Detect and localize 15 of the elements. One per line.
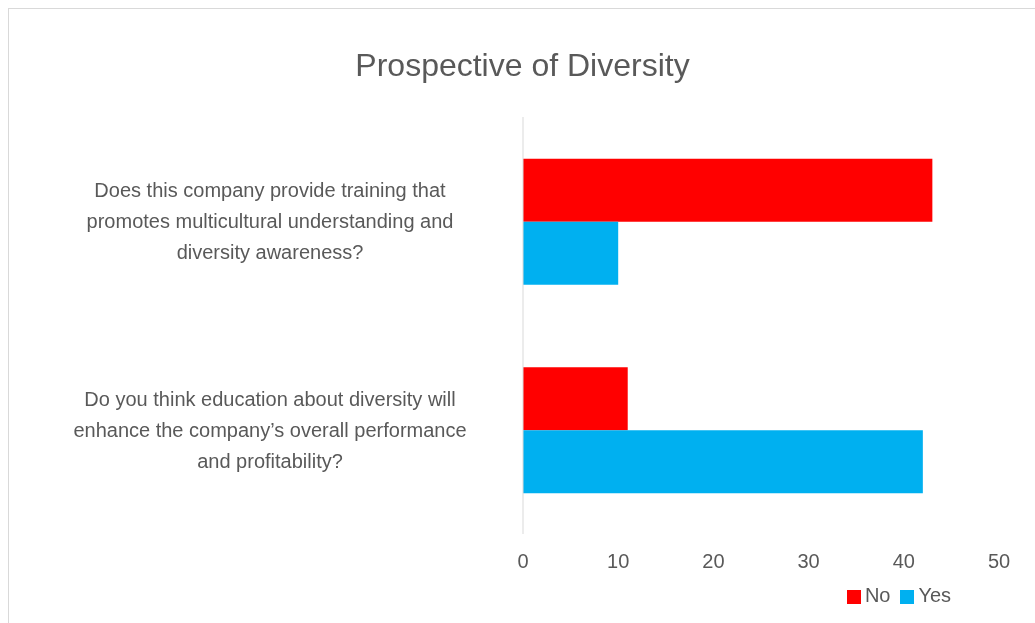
x-tick-label: 50 — [987, 550, 1011, 573]
x-tick-label: 10 — [607, 550, 630, 573]
x-tick-label: 30 — [797, 550, 820, 573]
chart-title: Prospective of Diversity — [354, 47, 691, 85]
legend-label: No — [864, 584, 891, 606]
y-tick-label: Does this company provide training that promotes multicultural understanding and diversity awareness? — [86, 179, 454, 264]
y-tick-label: Do you think education about diversity will enhance the company’s overall performance and profitability? — [73, 387, 467, 472]
bar — [523, 367, 628, 431]
legend-label: Yes — [918, 584, 952, 606]
x-tick-label: 40 — [892, 550, 915, 573]
bar — [523, 221, 619, 285]
bar — [523, 158, 933, 222]
x-tick-label: 0 — [517, 550, 529, 573]
bar — [523, 430, 923, 494]
x-tick-label: 20 — [702, 550, 725, 573]
